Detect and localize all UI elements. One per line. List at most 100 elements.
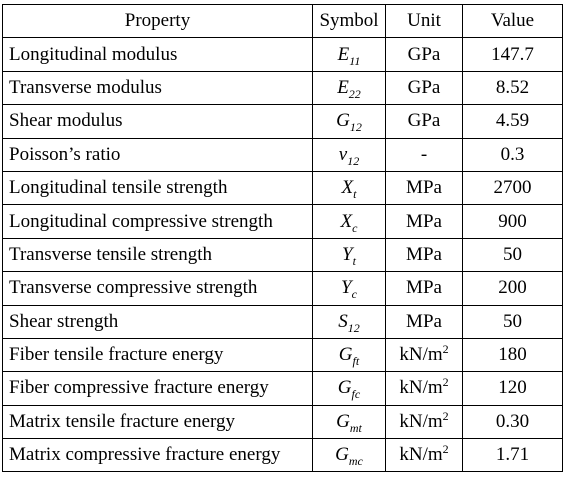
table-row: Transverse compressive strength Yc MPa 200: [2, 271, 563, 306]
symbol-cell: E22: [312, 70, 386, 106]
column-header: Unit: [385, 3, 463, 39]
symbol-base: G: [338, 344, 353, 366]
property-cell: Fiber tensile fracture energy: [2, 337, 313, 373]
symbol-cell: S12: [312, 304, 386, 339]
unit-superscript: 2: [442, 342, 449, 357]
symbol-subscript: 12: [349, 120, 362, 135]
property-cell: Transverse modulus: [2, 70, 313, 106]
value-cell: 8.52: [462, 70, 563, 106]
symbol-base: Y: [341, 277, 352, 299]
table-body: Longitudinal modulus E11 GPa 147.7 Transvers…: [2, 37, 563, 473]
table-row: Longitudinal modulus E11 GPa 147.7: [2, 37, 563, 72]
unit-cell: MPa: [385, 304, 463, 339]
symbol-base: Y: [342, 243, 353, 265]
unit-cell: kN/m2: [385, 371, 463, 406]
value-cell: 50: [462, 304, 563, 339]
table-row: Transverse tensile strength Yt MPa 50: [2, 237, 563, 273]
table-row: Fiber compressive fracture energy Gfc kN/m…: [2, 371, 563, 406]
unit-cell: kN/m2: [385, 337, 463, 373]
unit-cell: MPa: [385, 204, 463, 239]
symbol-subscript: mt: [349, 420, 362, 435]
value-cell: 180: [462, 337, 563, 373]
symbol-subscript: ft: [352, 354, 360, 369]
property-cell: Longitudinal modulus: [2, 37, 313, 72]
unit-cell: MPa: [385, 271, 463, 306]
symbol-base: X: [340, 210, 353, 232]
symbol-cell: Yc: [312, 271, 386, 306]
symbol-cell: Xt: [312, 170, 386, 206]
symbol-subscript: 11: [349, 53, 361, 68]
value-cell: 900: [462, 204, 563, 239]
column-header: Value: [462, 3, 563, 39]
symbol-subscript: t: [353, 187, 357, 202]
table-row: Matrix compressive fracture energy Gmc kN/…: [2, 438, 563, 473]
symbol-cell: Xc: [312, 204, 386, 239]
property-cell: Transverse compressive strength: [2, 271, 313, 306]
symbol-cell: G12: [312, 104, 386, 139]
table-row: Poisson’s ratio ν12-0.3: [2, 137, 563, 172]
unit-cell: kN/m2: [385, 404, 463, 440]
unit-cell: -: [385, 137, 463, 172]
column-header: Property: [2, 3, 313, 39]
symbol-cell: E11: [312, 37, 386, 72]
symbol-base: ν: [338, 143, 348, 165]
unit-text: kN/m: [399, 377, 443, 399]
property-cell: Shear modulus: [2, 104, 313, 139]
property-cell: Shear strength: [2, 304, 313, 339]
unit-text: kN/m: [399, 444, 443, 466]
symbol-base: G: [337, 377, 352, 399]
table-row: Longitudinal compressive strength Xc MPa 90…: [2, 204, 563, 239]
table-row: Shear modulus G12 GPa 4.59: [2, 104, 563, 139]
unit-superscript: 2: [442, 375, 449, 390]
unit-cell: GPa: [385, 104, 463, 139]
symbol-subscript: t: [352, 253, 356, 268]
value-cell: 0.30: [462, 404, 563, 440]
symbol-base: X: [341, 177, 354, 199]
symbol-base: S: [338, 310, 348, 332]
symbol-cell: ν12: [312, 137, 386, 172]
table-row: Longitudinal tensile strength Xt MPa 2700: [2, 170, 563, 206]
symbol-cell: Gfc: [312, 371, 386, 406]
symbol-cell: Gmt: [312, 404, 386, 440]
symbol-base: E: [337, 76, 349, 98]
value-cell: 200: [462, 271, 563, 306]
property-cell: Longitudinal tensile strength: [2, 170, 313, 206]
symbol-subscript: mc: [348, 454, 363, 469]
symbol-base: G: [336, 410, 350, 432]
value-cell: 120: [462, 371, 563, 406]
unit-cell: MPa: [385, 170, 463, 206]
property-cell: Fiber compressive fracture energy: [2, 371, 313, 406]
property-cell: Transverse tensile strength: [2, 237, 313, 273]
symbol-subscript: 12: [347, 320, 360, 335]
symbol-subscript: c: [351, 287, 357, 302]
symbol-base: G: [335, 444, 349, 466]
value-cell: 2700: [462, 170, 563, 206]
unit-cell: GPa: [385, 37, 463, 72]
value-cell: 147.7: [462, 37, 563, 72]
unit-text: kN/m: [399, 410, 443, 432]
value-cell: 4.59: [462, 104, 563, 139]
symbol-cell: Gft: [312, 337, 386, 373]
table-row: Shear strength S12 MPa 50: [2, 304, 563, 339]
symbol-subscript: 12: [347, 153, 360, 168]
property-cell: Longitudinal compressive strength: [2, 204, 313, 239]
unit-superscript: 2: [442, 442, 449, 457]
symbol-subscript: c: [352, 220, 358, 235]
symbol-base: E: [337, 43, 350, 65]
property-cell: Poisson’s ratio: [2, 137, 313, 172]
symbol-cell: Yt: [312, 237, 386, 273]
property-cell: Matrix compressive fracture energy: [2, 438, 313, 473]
value-cell: 50: [462, 237, 563, 273]
symbol-base: G: [336, 110, 350, 132]
symbol-subscript: 22: [348, 86, 361, 101]
property-table: Property Symbol Unit Value Longitudinal mod…: [2, 3, 563, 473]
symbol-subscript: fc: [351, 387, 361, 402]
table-row: Fiber tensile fracture energy Gft kN/m2 180: [2, 337, 563, 373]
column-header: Symbol: [312, 3, 386, 39]
table-row: Transverse modulus E22 GPa 8.52: [2, 70, 563, 106]
value-cell: 1.71: [462, 438, 563, 473]
unit-cell: MPa: [385, 237, 463, 273]
symbol-cell: Gmc: [312, 438, 386, 473]
unit-text: kN/m: [399, 344, 443, 366]
